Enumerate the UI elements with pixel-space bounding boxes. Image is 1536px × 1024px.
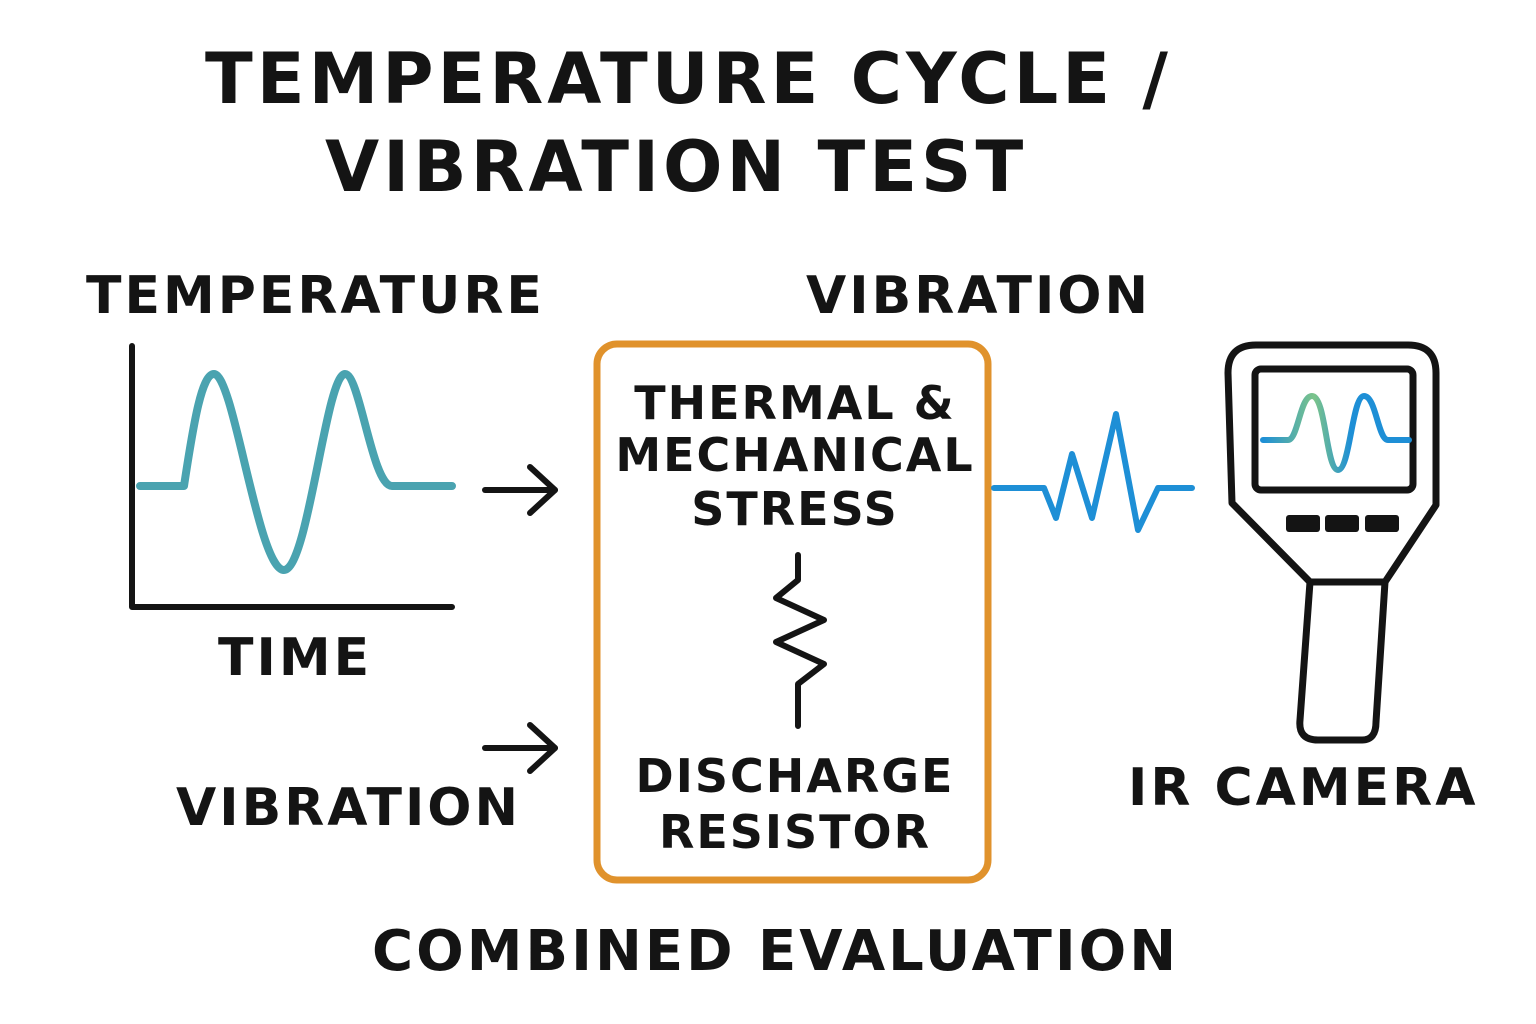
temperature-wave: [136, 370, 456, 574]
vibration-signal: [991, 411, 1195, 533]
camera-handle: [1296, 578, 1389, 744]
right-arrow-icon: [482, 722, 558, 774]
ir-camera-label: IR CAMERA: [1128, 758, 1479, 818]
stress-label: THERMAL & MECHANICAL STRESS: [600, 376, 990, 536]
chart-axes: [129, 343, 455, 610]
resistor-icon: [773, 552, 827, 729]
vibration-left-label: VIBRATION: [176, 778, 522, 838]
resistor-line-1: DISCHARGE: [635, 749, 955, 803]
resistor-line-2: RESISTOR: [658, 805, 932, 859]
resistor-label: DISCHARGE RESISTOR: [600, 748, 990, 860]
temperature-label: TEMPERATURE: [86, 266, 545, 326]
title-line-2: VIBRATION TEST: [325, 126, 1028, 208]
camera-screen-wave: [1260, 393, 1412, 473]
ir-camera-icon: [1224, 341, 1440, 744]
camera-buttons: [1286, 515, 1399, 532]
stress-line-3: STRESS: [691, 482, 899, 536]
stress-line-2: MECHANICAL: [615, 428, 975, 482]
combined-evaluation-label: COMBINED EVALUATION: [372, 919, 1180, 984]
stress-box: [593, 340, 992, 884]
stress-line-1: THERMAL &: [634, 376, 956, 430]
right-arrow-icon: [482, 464, 558, 516]
time-label: TIME: [218, 628, 373, 688]
vibration-top-label: VIBRATION: [806, 266, 1152, 326]
title-line-1: TEMPERATURE CYCLE /: [205, 38, 1172, 120]
camera-screen: [1251, 365, 1417, 494]
temperature-chart: [129, 343, 456, 610]
